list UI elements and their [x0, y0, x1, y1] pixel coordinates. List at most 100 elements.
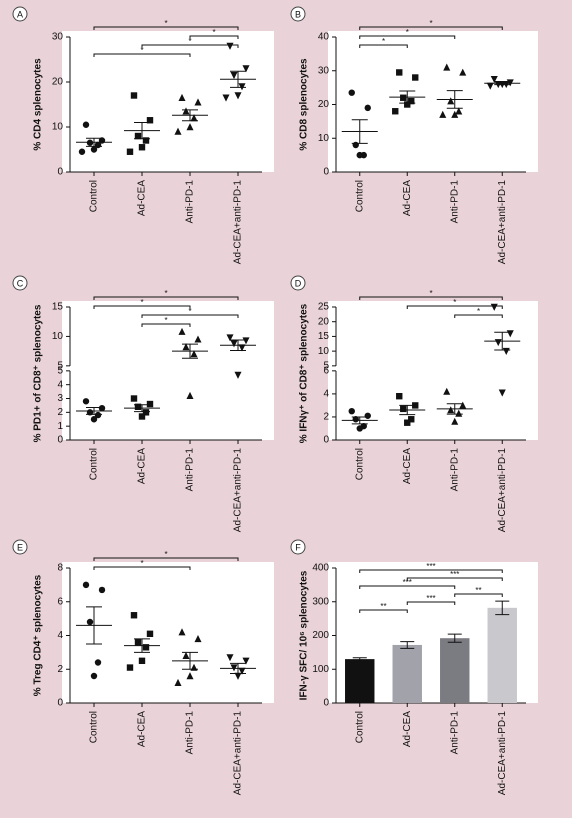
y-tick-label: 300: [312, 596, 329, 607]
data-point: [174, 127, 182, 135]
data-point: [138, 657, 146, 665]
significance-label: *: [140, 298, 143, 307]
y-tick-label: 5: [57, 360, 63, 371]
data-point: [98, 586, 106, 594]
y-tick-label: 200: [312, 630, 329, 641]
error-bar: [86, 606, 102, 645]
data-point: [78, 148, 86, 155]
data-point: [182, 107, 190, 115]
significance-label: *: [382, 37, 385, 46]
error-bar: [230, 70, 246, 88]
significance-label: **: [475, 586, 481, 595]
data-point: [451, 417, 459, 425]
error-bar: [494, 331, 511, 351]
x-tick-label: Ad-CEA: [137, 448, 148, 484]
y-tick-label: 25: [318, 302, 330, 313]
x-tick-label: Anti-PD-1: [185, 448, 196, 492]
data-point: [404, 101, 411, 108]
panel-badge: [290, 539, 306, 555]
data-point: [364, 412, 371, 419]
error-bar: [230, 662, 246, 674]
data-point: [82, 121, 90, 128]
data-point: [126, 664, 134, 671]
bar: [345, 659, 375, 703]
data-point: [98, 404, 106, 412]
data-point: [130, 92, 138, 99]
y-tick-label: 10: [318, 346, 330, 357]
data-point: [94, 659, 102, 666]
significance-bracket: [93, 566, 191, 570]
x-tick-label: Anti-PD-1: [185, 711, 196, 755]
significance-label: *: [453, 298, 456, 307]
data-point: [194, 635, 202, 643]
y-axis-label: IFN-γ SFC/ 10⁶ splenocytes: [299, 570, 310, 700]
x-tick-label: Ad-CEA: [137, 711, 148, 747]
x-tick-label: Ad-CEA+anti-PD-1: [497, 711, 508, 796]
x-tick-label: Ad-CEA: [137, 180, 148, 216]
data-point: [400, 94, 407, 101]
data-point: [182, 343, 190, 351]
data-point: [134, 132, 142, 140]
error-bar: [230, 339, 246, 352]
data-point: [356, 425, 363, 432]
data-point: [447, 406, 455, 414]
significance-bracket: [359, 35, 456, 39]
x-tick-label: Control: [354, 711, 365, 743]
y-tick-label: 0: [323, 167, 329, 178]
data-point: [130, 612, 138, 619]
error-bar: [86, 406, 102, 415]
data-point: [455, 107, 463, 115]
x-tick-label: Control: [89, 711, 100, 743]
data-point: [186, 123, 194, 131]
y-tick-label: 4: [323, 389, 329, 400]
y-tick-label: 10: [52, 122, 64, 133]
data-point: [86, 618, 94, 626]
plot-area: [62, 562, 274, 703]
data-point: [447, 97, 455, 105]
significance-bracket: [93, 26, 239, 30]
significance-bracket: [359, 26, 503, 30]
data-point: [439, 110, 447, 118]
significance-bracket: [359, 569, 503, 573]
error-bar: [351, 416, 368, 425]
data-point: [238, 83, 246, 91]
y-tick-label: 4: [57, 630, 63, 641]
significance-label: *: [188, 37, 191, 46]
significance-label: ***: [403, 578, 412, 587]
significance-bracket: [93, 557, 239, 561]
y-tick-label: 30: [52, 32, 64, 43]
panel-label: F: [295, 542, 301, 552]
x-tick-label: Control: [89, 180, 100, 212]
data-point: [242, 657, 250, 665]
y-tick-label: 20: [318, 99, 330, 110]
data-point: [352, 141, 359, 149]
significance-bracket: [454, 593, 503, 597]
data-point: [226, 334, 234, 342]
data-point: [138, 144, 146, 151]
error-bar: [182, 343, 198, 359]
x-tick-label: Ad-CEA+anti-PD-1: [233, 180, 244, 265]
data-point: [242, 65, 250, 73]
data-point: [130, 395, 138, 402]
data-point: [486, 82, 494, 90]
data-point: [400, 405, 407, 413]
error-bar: [495, 600, 510, 616]
y-tick-label: 0: [57, 167, 63, 178]
y-tick-label: 20: [52, 77, 64, 88]
y-tick-label: 0: [323, 435, 329, 446]
y-tick-label: 5: [57, 365, 63, 376]
significance-label: *: [429, 19, 432, 28]
x-tick-label: Ad-CEA+anti-PD-1: [497, 448, 508, 533]
significance-bracket: [406, 601, 456, 605]
error-bar: [446, 403, 463, 415]
data-point: [138, 413, 146, 420]
y-axis-label: % IFNγ⁺ of CD8⁺ splenocytes: [299, 303, 310, 443]
significance-bracket: [454, 314, 503, 318]
data-point: [455, 409, 463, 417]
bar: [440, 638, 470, 703]
error-bar: [399, 404, 416, 416]
y-tick-label: 2: [57, 407, 63, 418]
significance-bracket: [359, 585, 456, 589]
significance-bracket: [141, 44, 239, 48]
